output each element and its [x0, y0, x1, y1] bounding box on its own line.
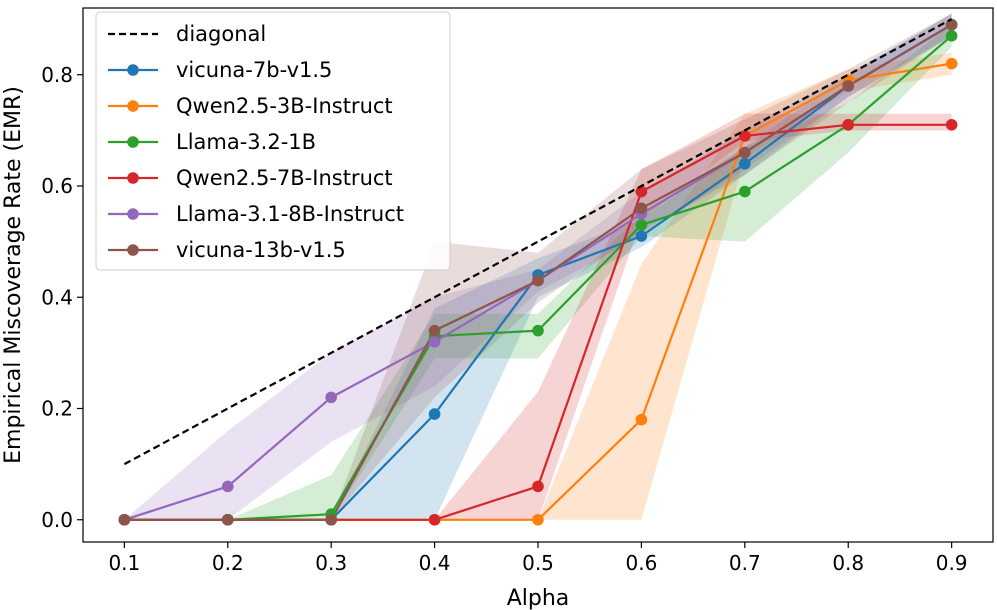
y-tick-label: 0.8 — [41, 63, 73, 87]
point-vicuna-7b-v1-5 — [739, 157, 751, 170]
point-qwen2-5-7b-instruct — [532, 480, 544, 493]
y-tick-label: 0.0 — [41, 508, 73, 532]
series-markers — [118, 18, 958, 526]
x-tick-label: 0.5 — [522, 551, 554, 575]
point-qwen2-5-3b-instruct — [945, 57, 958, 70]
point-vicuna-13b-v1-5 — [739, 146, 751, 159]
x-tick-label: 0.9 — [936, 551, 968, 575]
x-tick-label: 0.7 — [729, 551, 761, 575]
x-tick-label: 0.4 — [419, 551, 451, 575]
legend: diagonal vicuna-7b-v1.5 Qwen2.5-3B-Instruc… — [95, 11, 451, 271]
diagonal-line — [123, 18, 953, 466]
y-axis-label: Empirical Miscoverage Rate (EMR) — [1, 86, 26, 464]
x-tick-label: 0.1 — [108, 551, 140, 575]
legend-label-qwen2-5-3b-instruct: Qwen2.5-3B-Instruct — [176, 94, 393, 118]
y-tick-label: 0.2 — [41, 397, 73, 421]
legend-marker-qwen2-5-7b-instruct — [127, 172, 139, 184]
point-llama-3-1-8b-instruct — [221, 480, 234, 493]
point-llama-3-1-8b-instruct — [428, 335, 441, 348]
point-vicuna-13b-v1-5 — [635, 202, 648, 215]
point-vicuna-13b-v1-5 — [842, 80, 855, 92]
legend-box — [95, 11, 451, 271]
x-axis-label: Alpha — [507, 586, 570, 610]
point-vicuna-13b-v1-5 — [118, 513, 131, 526]
x-tick-label: 0.6 — [626, 551, 658, 575]
band-vicuna-7b-v1-5 — [124, 13, 952, 520]
point-vicuna-7b-v1-5 — [635, 230, 648, 242]
point-vicuna-13b-v1-5 — [221, 513, 234, 526]
legend-marker-llama-3-1-8b-instruct — [127, 208, 139, 220]
y-tick-label: 0.6 — [41, 174, 73, 198]
x-tick-label: 0.3 — [315, 551, 347, 575]
x-tick-label: 0.8 — [832, 551, 864, 575]
legend-marker-llama-3-2-1b — [127, 136, 139, 148]
point-vicuna-13b-v1-5 — [428, 324, 441, 337]
x-tick-label: 0.2 — [212, 551, 244, 575]
point-qwen2-5-3b-instruct — [532, 513, 544, 526]
legend-marker-vicuna-7b-v1-5 — [127, 64, 139, 76]
legend-label-vicuna-13b-v1-5: vicuna-13b-v1.5 — [176, 238, 346, 262]
point-vicuna-13b-v1-5 — [532, 274, 544, 287]
point-llama-3-2-1b — [635, 219, 648, 231]
point-vicuna-7b-v1-5 — [428, 408, 441, 420]
point-llama-3-1-8b-instruct — [325, 391, 337, 404]
point-llama-3-2-1b — [945, 30, 958, 42]
point-qwen2-5-7b-instruct — [842, 119, 855, 131]
point-qwen2-5-7b-instruct — [945, 119, 958, 131]
x-axis-ticks: 0.1 0.2 0.3 0.4 0.5 0.6 0.7 0.8 0.9 — [108, 542, 968, 575]
y-axis-ticks: 0.0 0.2 0.4 0.6 0.8 — [41, 63, 83, 532]
legend-label-qwen2-5-7b-instruct: Qwen2.5-7B-Instruct — [176, 166, 393, 190]
legend-label-llama-3-2-1b: Llama-3.2-1B — [176, 130, 316, 154]
point-qwen2-5-7b-instruct — [739, 130, 751, 142]
diagonal-reference — [123, 18, 953, 466]
point-llama-3-2-1b — [739, 185, 751, 198]
legend-marker-vicuna-13b-v1-5 — [127, 244, 139, 256]
point-qwen2-5-7b-instruct — [635, 185, 648, 198]
legend-label-diagonal: diagonal — [176, 22, 266, 46]
point-qwen2-5-7b-instruct — [428, 513, 441, 526]
point-llama-3-2-1b — [532, 324, 544, 337]
y-tick-label: 0.4 — [41, 285, 73, 309]
point-vicuna-13b-v1-5 — [325, 513, 337, 526]
point-qwen2-5-3b-instruct — [635, 413, 648, 426]
band-qwen2-5-7b-instruct — [124, 113, 952, 520]
legend-label-vicuna-7b-v1-5: vicuna-7b-v1.5 — [176, 58, 332, 82]
legend-marker-qwen2-5-3b-instruct — [127, 100, 139, 112]
legend-label-llama-3-1-8b-instruct: Llama-3.1-8B-Instruct — [176, 202, 404, 226]
